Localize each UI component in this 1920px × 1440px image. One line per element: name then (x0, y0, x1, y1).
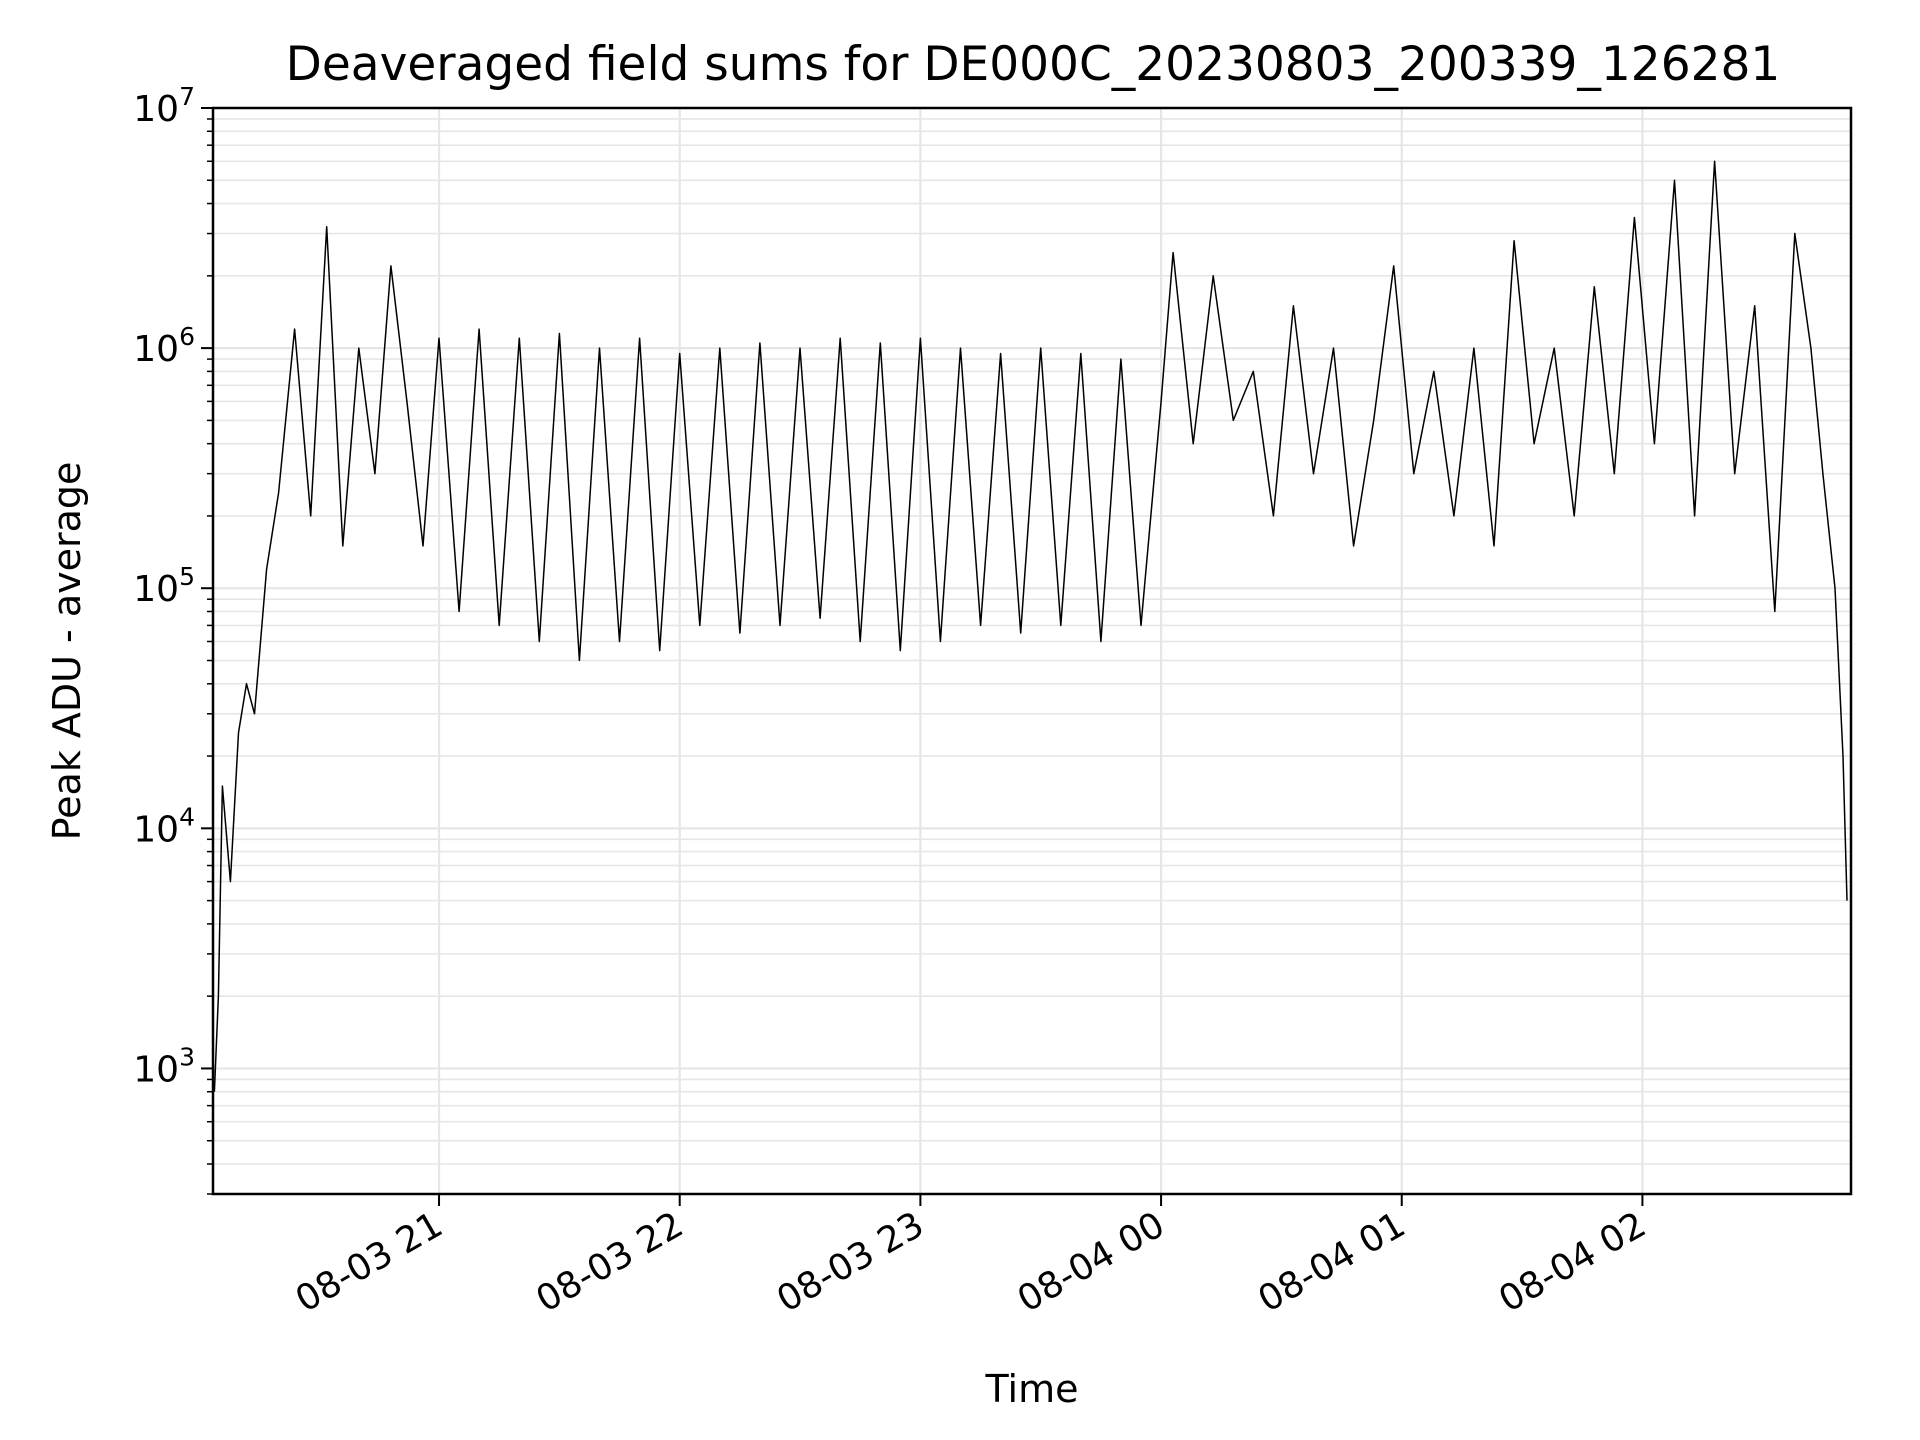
y-tick-label: 104 (133, 802, 195, 850)
y-tick-label: 105 (133, 562, 195, 610)
y-tick-label: 107 (133, 82, 195, 130)
plot-frame (211, 106, 1853, 1196)
series-line (213, 160, 1848, 1092)
y-tick-label: 106 (133, 322, 195, 370)
y-axis: 103 104 105 106 107 (133, 82, 213, 1195)
grid (213, 108, 1851, 1195)
y-axis-label: Peak ADU - average (45, 462, 89, 841)
y-tick-label: 103 (133, 1042, 195, 1090)
x-axis-label: Time (985, 1367, 1079, 1411)
chart-title: Deaveraged field sums for DE000C_2023080… (286, 37, 1781, 92)
series-layer (213, 160, 1848, 1092)
